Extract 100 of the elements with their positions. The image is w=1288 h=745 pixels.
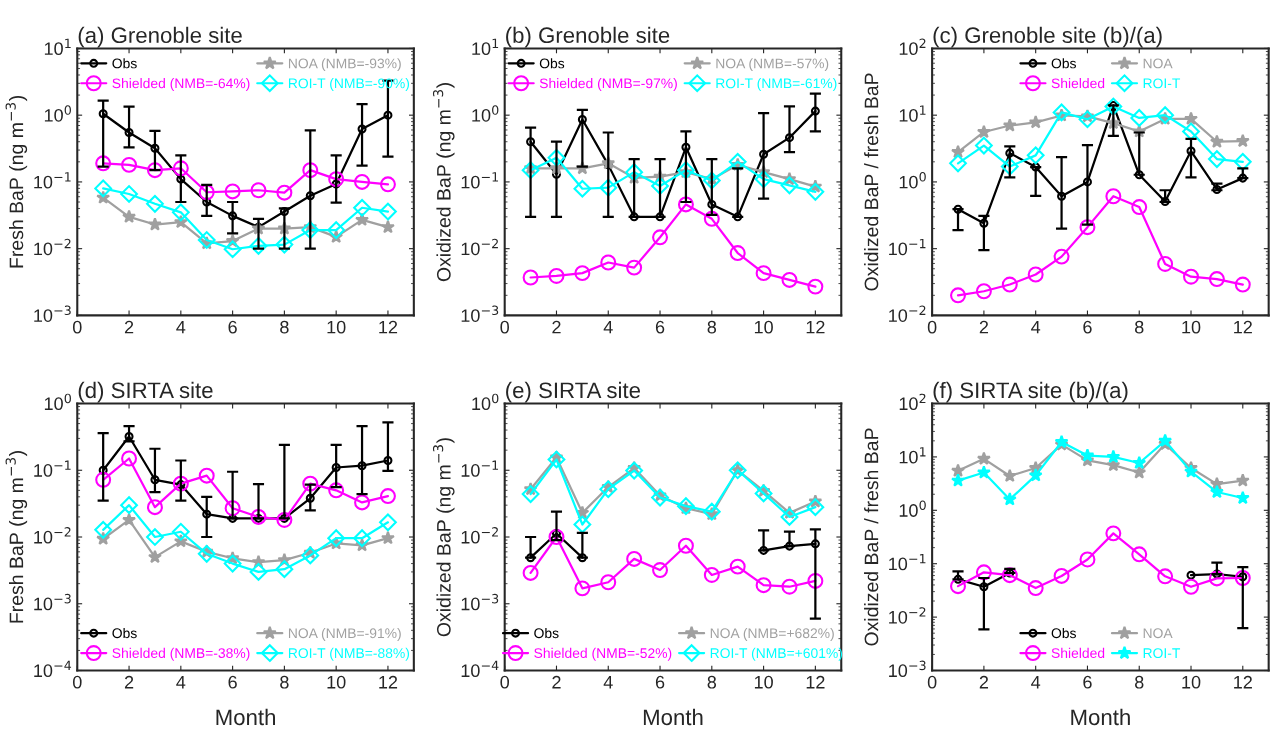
x-tick-label: 4 xyxy=(1031,320,1041,334)
y-tick-label: 10$^{0}$ xyxy=(899,172,926,189)
y-tick-label: 10$^{−2}$ xyxy=(34,527,71,544)
x-tick-label: 8 xyxy=(707,675,717,689)
x-tick-label: 2 xyxy=(979,675,989,689)
y-axis-title: Oxidized BaP / fresh BaP xyxy=(864,73,879,291)
y-axis-title: Fresh BaP (ng m$^{−3}$) xyxy=(5,96,28,268)
x-tick-label: 10 xyxy=(754,320,773,334)
x-tick-label: 10 xyxy=(754,675,773,689)
x-tick-label: 12 xyxy=(379,320,398,334)
y-tick-label: 10$^{0}$ xyxy=(472,393,499,411)
legend-label: Obs xyxy=(112,627,137,639)
y-tick-label: 10$^{−3}$ xyxy=(34,305,71,322)
x-tick-label: 10 xyxy=(327,675,346,689)
legend-label: ROI-T (NMB=-88%) xyxy=(288,647,410,661)
y-tick-label: 10$^{−2}$ xyxy=(34,238,71,256)
legend-label: NOA (NMB=-93%) xyxy=(288,58,401,72)
x-tick-label: 2 xyxy=(552,320,561,334)
y-tick-label: 10$^{−1}$ xyxy=(461,460,499,477)
x-tick-label: 8 xyxy=(1135,320,1144,334)
legend-label: NOA xyxy=(1143,628,1173,639)
y-tick-label: 10$^{−3}$ xyxy=(889,660,926,678)
y-tick-label: 10$^{−1}$ xyxy=(889,238,926,256)
x-tick-label: 2 xyxy=(979,320,989,334)
x-tick-label: 6 xyxy=(655,675,665,689)
y-tick-label: 10$^{1}$ xyxy=(44,38,71,56)
legend-label: ROI-T xyxy=(1143,78,1181,89)
x-tick-label: 8 xyxy=(280,675,289,689)
legend-label: NOA (NMB=-91%) xyxy=(288,627,401,641)
legend-label: Shielded xyxy=(1051,78,1105,89)
x-tick-label: 6 xyxy=(1083,675,1092,689)
chart-title: (b) Grenoble site xyxy=(506,26,670,48)
x-tick-label: 0 xyxy=(500,675,510,689)
y-tick-label: 10$^{2}$ xyxy=(899,393,926,411)
y-tick-label: 10$^{−2}$ xyxy=(889,607,926,624)
legend-label: Obs xyxy=(534,627,559,639)
y-tick-label: 10$^{0}$ xyxy=(44,393,71,411)
x-axis-title: Month xyxy=(1071,708,1130,726)
x-tick-label: 10 xyxy=(327,320,346,334)
y-tick-label: 10$^{0}$ xyxy=(899,500,926,517)
x-tick-label: 0 xyxy=(72,675,82,689)
x-tick-label: 8 xyxy=(707,320,717,334)
y-tick-label: 10$^{−1}$ xyxy=(889,554,926,571)
y-tick-label: 10$^{−2}$ xyxy=(889,305,926,322)
y-tick-label: 10$^{−3}$ xyxy=(461,305,499,322)
y-tick-label: 10$^{1}$ xyxy=(472,38,499,56)
x-tick-label: 10 xyxy=(1182,675,1201,689)
y-tick-label: 10$^{1}$ xyxy=(899,105,926,122)
x-tick-label: 0 xyxy=(927,675,937,689)
x-tick-label: 0 xyxy=(72,320,82,334)
x-tick-label: 8 xyxy=(280,320,289,334)
legend-label: NOA (NMB=+682%) xyxy=(710,627,834,641)
x-axis-title: Month xyxy=(216,708,275,726)
x-tick-label: 12 xyxy=(1234,675,1252,689)
x-tick-label: 6 xyxy=(228,675,237,689)
x-tick-label: 2 xyxy=(552,675,561,689)
legend-label: ROI-T (NMB=-61%) xyxy=(716,78,837,91)
x-tick-label: 4 xyxy=(603,320,613,334)
y-tick-label: 10$^{1}$ xyxy=(899,447,926,464)
y-tick-label: 10$^{−4}$ xyxy=(34,660,72,678)
x-tick-label: 12 xyxy=(806,320,825,334)
legend-label: NOA xyxy=(1143,58,1173,69)
y-tick-label: 10$^{−1}$ xyxy=(461,172,499,189)
x-tick-label: 8 xyxy=(1135,675,1144,689)
y-axis-title: Fresh BaP (ng m$^{−3}$) xyxy=(5,451,28,623)
chart-title: (d) SIRTA site xyxy=(78,381,213,403)
legend-label: NOA (NMB=-57%) xyxy=(716,58,829,72)
x-tick-label: 0 xyxy=(927,320,937,334)
y-tick-label: 10$^{−1}$ xyxy=(34,460,71,477)
x-tick-label: 6 xyxy=(1083,320,1092,334)
legend-label: Obs xyxy=(1051,58,1076,69)
legend-label: Obs xyxy=(1051,627,1076,639)
x-tick-label: 2 xyxy=(124,675,134,689)
chart-title: (e) SIRTA site xyxy=(506,381,640,403)
x-tick-label: 12 xyxy=(379,675,398,689)
y-tick-label: 10$^{−1}$ xyxy=(34,172,71,189)
x-tick-label: 10 xyxy=(1182,320,1201,334)
y-tick-label: 10$^{−3}$ xyxy=(34,593,71,611)
x-tick-label: 12 xyxy=(806,675,825,689)
legend-label: Shielded (NMB=-64%) xyxy=(112,78,250,91)
chart-title: (f) SIRTA site (b)/(a) xyxy=(933,381,1128,403)
y-tick-label: 10$^{0}$ xyxy=(44,105,71,122)
x-tick-label: 4 xyxy=(603,676,613,689)
x-tick-label: 6 xyxy=(655,320,665,334)
legend-label: Shielded (NMB=-38%) xyxy=(112,647,250,661)
legend-label: Shielded xyxy=(1051,647,1105,659)
y-tick-label: 10$^{−4}$ xyxy=(461,660,499,678)
chart-title: (a) Grenoble site xyxy=(78,26,242,48)
x-tick-label: 12 xyxy=(1234,320,1252,334)
x-tick-label: 4 xyxy=(176,320,186,334)
y-tick-label: 10$^{−2}$ xyxy=(461,527,498,544)
legend-label: Obs xyxy=(539,58,565,69)
y-tick-label: 10$^{−2}$ xyxy=(461,238,498,256)
legend-label: Obs xyxy=(112,58,137,69)
x-tick-label: 6 xyxy=(228,320,237,334)
y-axis-title: Oxidized BaP (ng m$^{−3}$) xyxy=(432,83,455,282)
y-tick-label: 10$^{−3}$ xyxy=(461,593,499,611)
y-axis-title: Oxidized BaP / fresh BaP xyxy=(864,428,879,646)
y-axis-title: Oxidized BaP (ng m$^{−3}$) xyxy=(432,438,455,637)
x-tick-label: 4 xyxy=(1031,676,1041,689)
